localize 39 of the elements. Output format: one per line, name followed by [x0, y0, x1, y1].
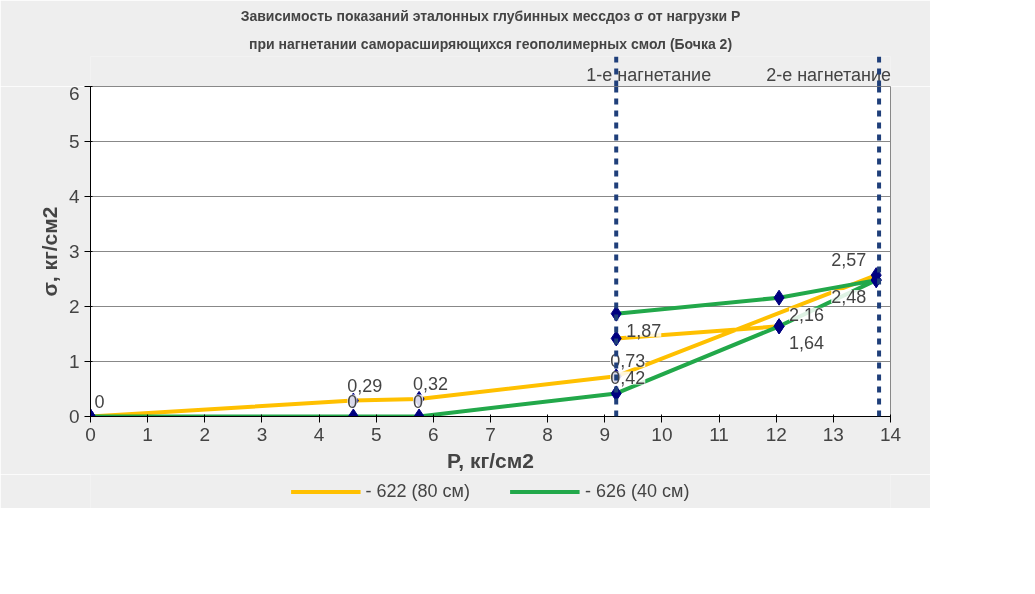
- x-tick-label: 1: [142, 423, 153, 445]
- data-label: 2,16: [789, 304, 825, 325]
- x-tick-label: 12: [765, 423, 787, 445]
- x-tick-label: 8: [542, 423, 553, 445]
- x-tick-label: 14: [879, 423, 902, 445]
- y-axis-title: σ, кг/см2: [37, 206, 61, 297]
- ref-line-label: 2-е нагнетание: [766, 64, 892, 85]
- chart-title: Зависимость показаний эталонных глубинных мессдоз σ от нагрузки P: [240, 7, 741, 24]
- legend-label: - 622 (80 см): [365, 480, 470, 502]
- x-axis-title: P, кг/см2: [447, 448, 534, 472]
- x-tick-label: 11: [709, 423, 729, 445]
- x-tick-label: 7: [485, 423, 496, 445]
- data-label: 0: [94, 391, 105, 412]
- x-tick-label: 9: [599, 423, 611, 445]
- x-tick-label: 10: [651, 423, 673, 445]
- ref-line-label: 1-е нагнетание: [586, 64, 712, 85]
- data-label: 1,64: [789, 333, 825, 354]
- x-tick-label: 13: [822, 423, 844, 445]
- y-tick-label: 2: [68, 296, 80, 317]
- data-label: 1,87: [626, 320, 662, 341]
- y-tick-label: 0: [68, 406, 80, 427]
- x-tick-label: 3: [256, 423, 268, 445]
- data-label: 0: [413, 391, 424, 412]
- data-label: 0,32: [413, 373, 449, 394]
- x-tick-label: 6: [428, 423, 439, 445]
- x-tick-label: 5: [370, 423, 382, 445]
- x-tick-label: 0: [85, 423, 96, 445]
- data-label: 2,48: [831, 287, 867, 308]
- chart-subtitle: при нагнетании саморасширяющихся геополимерных смол (Бочка 2): [248, 35, 733, 52]
- y-tick-label: 3: [68, 241, 80, 262]
- y-tick-label: 4: [68, 186, 80, 207]
- x-tick-label: 4: [313, 423, 325, 445]
- y-tick-label: 1: [68, 351, 80, 372]
- data-label: 2,57: [831, 250, 867, 271]
- legend-label: - 626 (40 см): [585, 480, 690, 502]
- data-label: 0: [347, 391, 358, 412]
- y-tick-label: 5: [68, 131, 80, 152]
- y-tick-label: 6: [68, 82, 80, 104]
- x-tick-label: 2: [199, 423, 211, 445]
